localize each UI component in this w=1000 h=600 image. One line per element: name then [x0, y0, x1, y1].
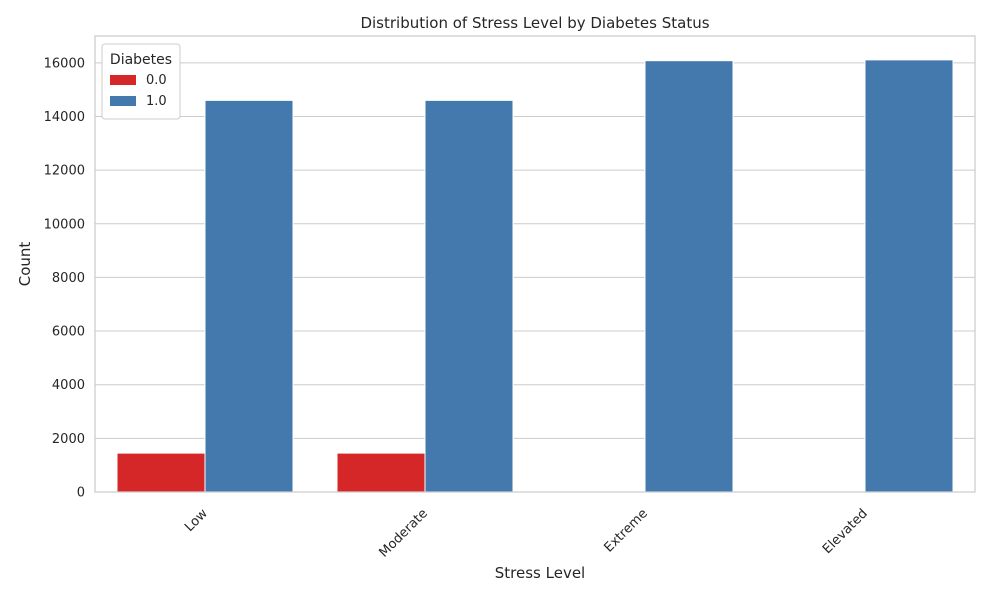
- bar-low-0-0: [116, 452, 206, 493]
- x-tick-label: Extreme: [602, 506, 651, 555]
- y-tick-label: 8000: [52, 271, 85, 286]
- plot-frame: [94, 35, 976, 493]
- legend-swatch: [110, 75, 136, 85]
- chart-title: Distribution of Stress Level by Diabetes…: [360, 14, 709, 32]
- bar-elevated-1-0: [864, 59, 954, 493]
- x-tick-label: Elevated: [820, 506, 871, 557]
- y-tick-label: 0: [77, 486, 85, 501]
- legend-items: 0.01.0: [110, 73, 167, 109]
- x-tick-label: Moderate: [377, 506, 431, 560]
- x-tick-labels: Low Moderate Extreme Elevated: [182, 506, 871, 561]
- y-axis-label: Count: [16, 242, 34, 287]
- legend: Diabetes 0.01.0: [101, 43, 181, 120]
- y-tick-label: 12000: [44, 164, 85, 179]
- y-tick-label: 2000: [52, 432, 85, 447]
- y-tick-label: 6000: [52, 325, 85, 340]
- x-tick-label: Low: [182, 506, 211, 535]
- x-axis-label: Stress Level: [495, 564, 585, 582]
- y-tick-label: 16000: [44, 56, 85, 71]
- y-tick-label: 14000: [44, 110, 85, 125]
- bar-low-1-0: [204, 99, 294, 493]
- bars: [116, 59, 954, 493]
- y-tick-labels: 0 2000 4000 6000 8000 10000 12000 14000 16000: [44, 56, 85, 500]
- bar-moderate-1-0: [424, 99, 514, 493]
- bar-moderate-0-0: [336, 452, 426, 493]
- legend-label: 1.0: [146, 94, 167, 109]
- bar-extreme-1-0: [644, 60, 734, 493]
- y-tick-label: 10000: [44, 217, 85, 232]
- legend-label: 0.0: [146, 73, 167, 88]
- y-tick-label: 4000: [52, 378, 85, 393]
- legend-swatch: [110, 96, 136, 106]
- legend-title: Diabetes: [110, 52, 172, 68]
